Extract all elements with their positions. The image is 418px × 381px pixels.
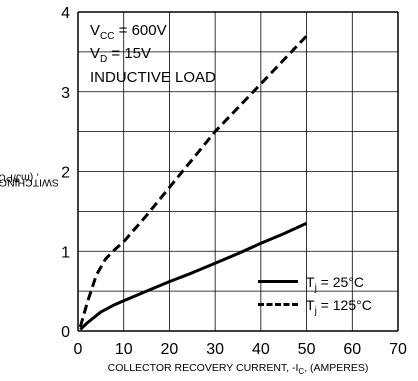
legend-swatch-solid xyxy=(258,280,298,283)
y-axis-ticks: 0 1 2 3 4 xyxy=(61,5,70,341)
annotation-vd: VD = 15V xyxy=(90,45,151,65)
x-tick-label: 10 xyxy=(115,341,133,358)
legend-label-25c: Tj = 25°C xyxy=(306,274,364,290)
y-tick-label: 4 xyxy=(61,5,70,22)
legend-item-125c: Tj = 125°C xyxy=(258,293,372,316)
legend-swatch-dashed xyxy=(258,303,298,306)
legend-item-25c: Tj = 25°C xyxy=(258,270,372,293)
y-tick-label: 2 xyxy=(61,165,70,182)
annotation-vcc: VCC = 600V xyxy=(90,22,167,42)
y-tick-label: 1 xyxy=(61,244,70,261)
x-axis-label: COLLECTOR RECOVERY CURRENT, -IC, (AMPERE… xyxy=(78,362,398,374)
x-tick-label: 30 xyxy=(206,341,224,358)
legend: Tj = 25°C Tj = 125°C xyxy=(258,270,372,316)
x-tick-label: 0 xyxy=(74,341,83,358)
y-tick-label: 0 xyxy=(61,324,70,341)
x-tick-label: 70 xyxy=(389,341,407,358)
annotation-load: INDUCTIVE LOAD xyxy=(90,69,216,87)
y-tick-label: 3 xyxy=(61,85,70,102)
legend-label-125c: Tj = 125°C xyxy=(306,297,372,313)
x-tick-label: 60 xyxy=(343,341,361,358)
x-axis-ticks: 0 10 20 30 40 50 60 70 xyxy=(74,341,407,358)
x-tick-label: 50 xyxy=(298,341,316,358)
x-tick-label: 40 xyxy=(252,341,270,358)
x-tick-label: 20 xyxy=(161,341,179,358)
